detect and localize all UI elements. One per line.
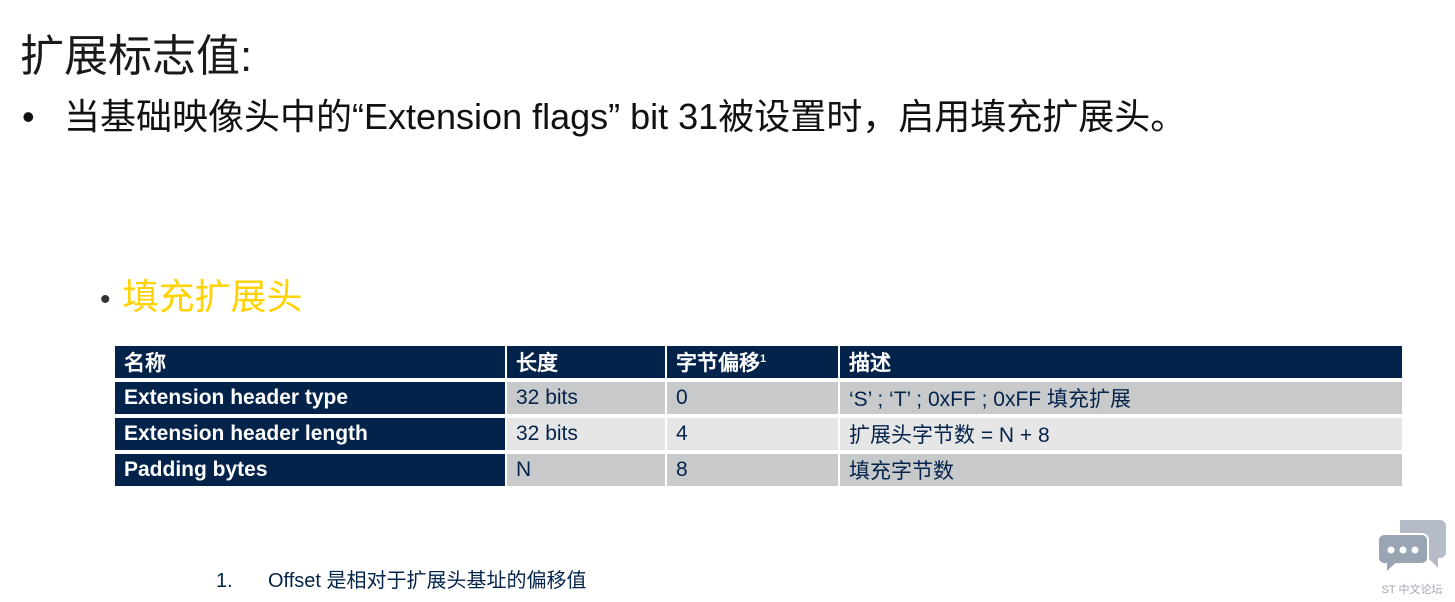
cell-name: Padding bytes [115,454,505,486]
cell-description: ‘S’ ; ‘T’ ; 0xFF ; 0xFF 填充扩展 [840,382,1402,414]
cell-length: 32 bits [507,382,665,414]
cell-name: Extension header length [115,418,505,450]
forum-logo: ST 中文论坛 [1373,516,1451,597]
footnote-text: Offset 是相对于扩展头基址的偏移值 [268,570,587,592]
bullet-dot: • [100,283,111,316]
header-offset: 字节偏移1 [667,346,838,378]
bullet-1-text: 当基础映像头中的“Extension flags” bit 31被设置时，启用填… [64,96,1187,137]
footnote-number: 1. [216,570,233,592]
cell-offset: 0 [667,382,838,414]
bullet-2-text: 填充扩展头 [122,276,303,317]
cell-length: N [507,454,665,486]
cell-name: Extension header type [115,382,505,414]
cell-length: 32 bits [507,418,665,450]
footnote: 1. Offset 是相对于扩展头基址的偏移值 [216,564,587,593]
cell-description: 扩展头字节数 = N + 8 [840,418,1402,450]
cell-description: 填充字节数 [840,454,1402,486]
table-header-row: 名称 长度 字节偏移1 描述 [115,346,1402,378]
header-name: 名称 [115,346,505,378]
table-row: Extension header length 32 bits 4 扩展头字节数… [115,418,1402,450]
slide-title: 扩展标志值: [20,32,253,81]
cell-offset: 8 [667,454,838,486]
table-row: Extension header type 32 bits 0 ‘S’ ; ‘T… [115,382,1402,414]
logo-caption: ST 中文论坛 [1381,584,1443,596]
table-row: Padding bytes N 8 填充字节数 [115,454,1402,486]
bullet-2: • 填充扩展头 [100,268,303,320]
header-description: 描述 [840,346,1402,378]
cell-offset: 4 [667,418,838,450]
chat-bubbles-icon [1377,520,1446,576]
bullet-dot: • [22,96,35,137]
padding-header-table: 名称 长度 字节偏移1 描述 Extension header type 32 … [113,342,1404,490]
header-length: 长度 [507,346,665,378]
